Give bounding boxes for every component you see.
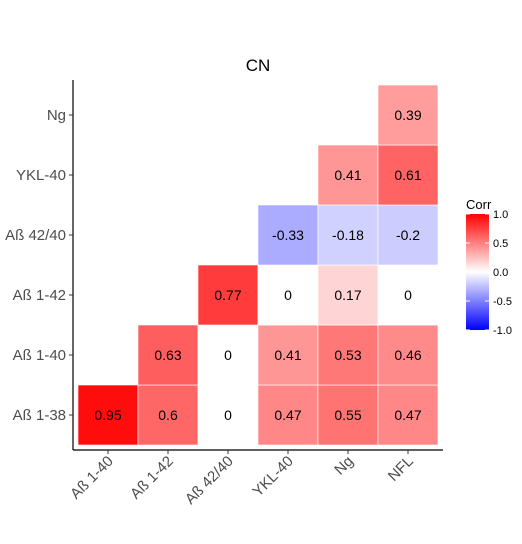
cell-value-label: 0.61 [394, 167, 421, 183]
heatmap-cell [257, 264, 319, 326]
cell-value-label: 0.39 [394, 107, 421, 123]
heatmap-cell [257, 324, 319, 386]
x-tick-label: Ng [331, 453, 357, 479]
heatmap-cell [377, 144, 439, 206]
cell-value-label: -0.2 [396, 227, 420, 243]
cell-value-label: 0 [284, 287, 292, 303]
legend-title: Corr [466, 197, 492, 212]
chart-title: CN [246, 56, 271, 75]
cell-value-label: 0.77 [214, 287, 241, 303]
heatmap-cell [257, 384, 319, 446]
heatmap-cell [317, 204, 379, 266]
cell-value-label: 0.46 [394, 347, 421, 363]
heatmap-cell [377, 384, 439, 446]
heatmap-cell [377, 324, 439, 386]
y-tick-label: Aß 1-40 [13, 347, 66, 364]
y-tick-label: Aß 1-38 [13, 407, 66, 424]
x-tick-label: YKL-40 [249, 453, 296, 500]
x-tick-label: NFL [385, 453, 417, 485]
cell-value-label: 0.95 [94, 407, 121, 423]
cell-value-label: 0.41 [334, 167, 361, 183]
heatmap-cell [197, 264, 259, 326]
heatmap-cell [137, 384, 199, 446]
y-tick-label: Aß 1-42 [13, 287, 66, 304]
y-tick-label: Aß 42/40 [5, 227, 66, 244]
heatmap-cell [377, 264, 439, 326]
legend-ticks: 1.0 0.5 0.0 -0.5 -1.0 [466, 209, 512, 337]
cell-value-label: 0.6 [158, 407, 178, 423]
cell-value-label: 0.47 [274, 407, 301, 423]
cell-value-label: 0.55 [334, 407, 361, 423]
x-axis-ticks: Aß 1-40 Aß 1-42 Aß 42/40 YKL-40 Ng NFL [67, 450, 417, 508]
cell-value-label: 0.53 [334, 347, 361, 363]
cell-value-label: 0.41 [274, 347, 301, 363]
y-tick-label: Ng [47, 107, 66, 124]
cell-value-label: 0 [404, 287, 412, 303]
cell-value-label: 0.47 [394, 407, 421, 423]
cell-value-label: 0 [224, 407, 232, 423]
legend-tick-label: 1.0 [493, 209, 508, 221]
heatmap-cell [137, 324, 199, 386]
x-tick-label: Aß 1-42 [127, 453, 177, 503]
cell-value-label: -0.33 [272, 227, 304, 243]
legend-tick-label: -0.5 [493, 296, 512, 308]
heatmap-cell [317, 144, 379, 206]
cell-value-label: 0.17 [334, 287, 361, 303]
heatmap-cells [77, 84, 439, 446]
heatmap-cell [317, 384, 379, 446]
legend-colorbar [466, 214, 489, 330]
x-tick-label: Aß 1-40 [67, 453, 117, 503]
legend: Corr 1.0 0.5 0.0 -0.5 -1.0 [466, 197, 512, 337]
cell-value-label: 0 [224, 347, 232, 363]
heatmap-cell [317, 324, 379, 386]
cell-value-label: -0.18 [332, 227, 364, 243]
heatmap-cell-labels: 0.95 0.6 0 0.47 0.55 0.47 0.63 0 0.41 0.53 0.46 0.7… [94, 107, 421, 423]
x-tick-label: Aß 42/40 [182, 453, 237, 508]
heatmap-cell [377, 84, 439, 146]
y-tick-label: YKL-40 [16, 167, 66, 184]
legend-tick-label: 0.5 [493, 238, 508, 250]
heatmap-cell [377, 204, 439, 266]
heatmap-cell [77, 384, 139, 446]
heatmap-cell [257, 204, 319, 266]
legend-tick-label: 0.0 [493, 267, 508, 279]
cell-value-label: 0.63 [154, 347, 181, 363]
heatmap-cell [197, 324, 259, 386]
y-axis-ticks: Aß 1-38 Aß 1-40 Aß 1-42 Aß 42/40 YKL-40 Ng [5, 107, 73, 424]
legend-tick-label: -1.0 [493, 325, 512, 337]
